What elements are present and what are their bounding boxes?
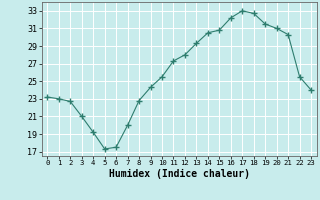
X-axis label: Humidex (Indice chaleur): Humidex (Indice chaleur) — [109, 169, 250, 179]
